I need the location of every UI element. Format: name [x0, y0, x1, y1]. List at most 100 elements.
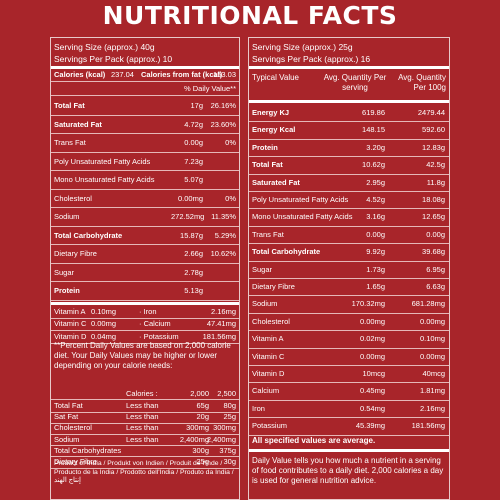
- nutrient-row: Trans Fat 0.00g 0%: [51, 134, 239, 153]
- nutrient-name: Potassium: [252, 421, 288, 431]
- nutrient-name: Trans Fat: [252, 229, 284, 239]
- dv-table-row: Cholesterol Less than 300mg 300mg: [51, 423, 239, 435]
- dv-2500-value: 80g: [223, 401, 236, 410]
- nutrient-name: Sugar: [54, 267, 75, 277]
- nutrient-name: Vitamin A: [252, 334, 284, 344]
- calories-label: Calories (kcal): [54, 70, 106, 79]
- nutrient-row: Energy Kcal 148.15 592.60: [249, 122, 449, 140]
- dv-table-row: Sodium Less than 2,400mg 2,400mg: [51, 435, 239, 447]
- column-header-row: Typical Value Avg. Quantity Per serving …: [249, 70, 449, 98]
- nutrient-name: Total Carbohydrate: [252, 247, 321, 257]
- mineral-name: · Potassium: [139, 331, 179, 341]
- col-typical-value: Typical Value: [252, 73, 299, 82]
- nutrient-row: Vitamin D 10mcg 40mcg: [249, 366, 449, 384]
- dv-2000-value: 300mg: [186, 423, 209, 433]
- per-100g-value: 0.00g: [426, 229, 445, 239]
- serving-size-right: Serving Size (approx.) 25g: [252, 42, 353, 52]
- mineral-amount: 47.41mg: [206, 319, 236, 328]
- nutrient-name: Sodium: [252, 299, 278, 309]
- nutrient-row: Iron 0.54mg 2.16mg: [249, 401, 449, 419]
- nutrient-row: Sodium 272.52mg 11.35%: [51, 208, 239, 227]
- per-100g-value: 6.95g: [426, 264, 445, 274]
- dv-table-row: Dietary Fibre 25g 30g: [51, 457, 239, 469]
- nutrient-name: Sugar: [252, 264, 273, 274]
- per-100g-value: 12.65g: [422, 212, 445, 222]
- dv-qualifier: Less than: [126, 401, 159, 410]
- nutrient-name: Vitamin C: [252, 351, 285, 361]
- per-serving-value: 148.15: [362, 125, 385, 135]
- nutrient-name: Energy KJ: [252, 108, 290, 117]
- dv-table-row: Sat Fat Less than 20g 25g: [51, 412, 239, 424]
- per-serving-value: 619.86: [362, 108, 385, 117]
- per-100g-value: 11.8g: [426, 177, 445, 187]
- nutrient-name: Mono Unsaturated Fatty Acids: [54, 175, 155, 184]
- nutrient-row: Cholesterol 0.00mg 0.00mg: [249, 314, 449, 332]
- nutrient-amount: 5.07g: [184, 175, 203, 184]
- nutrient-name: Cholesterol: [54, 193, 92, 203]
- nutrient-amount: 272.52mg: [171, 212, 205, 221]
- vitamin-amount: 0.10mg: [91, 306, 117, 316]
- nutrient-row: Poly Unsaturated Fatty Acids 7.23g: [51, 153, 239, 171]
- nutrient-dv: 26.16%: [210, 101, 236, 110]
- nutrient-dv: 23.60%: [210, 119, 236, 129]
- per-100g-value: 6.63g: [426, 282, 445, 291]
- servings-per-pack: Servings Per Pack (approx.) 10: [54, 54, 173, 64]
- dv-nutrient: Total Fat: [54, 401, 83, 410]
- nutrient-name: Dietary Fibre: [252, 282, 295, 291]
- nutrient-amount: 2.66g: [184, 249, 203, 258]
- nutrient-dv: 10.62%: [210, 249, 236, 258]
- dv-2500-value: 30g: [223, 457, 236, 466]
- per-serving-value: 0.00g: [366, 229, 385, 239]
- dv-table-row: Total Carbohydrates 300g 375g: [51, 446, 239, 458]
- dv-table-header: Calories : 2,000 2,500: [51, 388, 239, 400]
- dv-2000-value: 20g: [196, 412, 209, 422]
- nutrient-amount: 4.72g: [184, 119, 203, 129]
- per-serving-value: 4.52g: [366, 195, 385, 204]
- nutrient-name: Cholesterol: [252, 316, 290, 326]
- per-100g-value: 2.16mg: [419, 403, 445, 413]
- per-serving-value: 0.00mg: [359, 316, 385, 326]
- per-100g-value: 1.81mg: [419, 386, 445, 396]
- nutrient-dv: 0%: [225, 193, 236, 203]
- dv-col-2000: 2,000: [190, 389, 209, 398]
- nutrient-row: Total Fat 17g 26.16%: [51, 97, 239, 116]
- per-serving-value: 170.32mg: [351, 299, 385, 309]
- nutrient-row: Cholesterol 0.00mg 0%: [51, 190, 239, 208]
- nutrient-row: Mono Unsaturated Fatty Acids 5.07g: [51, 171, 239, 190]
- nutrient-name: Protein: [252, 142, 278, 152]
- nutrient-row: Vitamin C 0.00mg 0.00mg: [249, 349, 449, 366]
- dv-2000-value: 2,400mg: [179, 434, 209, 444]
- nutrient-amount: 2.78g: [184, 267, 203, 277]
- dv-nutrient: Sat Fat: [54, 412, 79, 422]
- per-100g-value: 681.28mg: [411, 299, 445, 309]
- nutrient-amount: 0.00mg: [177, 193, 203, 203]
- right-nutrition-panel: Serving Size (approx.) 25g Servings Per …: [248, 37, 450, 500]
- per-100g-value: 0.00mg: [419, 316, 445, 326]
- nutrient-row: Total Fat 10.62g 42.5g: [249, 157, 449, 175]
- nutrient-amount: 17g: [190, 101, 203, 110]
- nutrient-amount: 5.13g: [184, 286, 203, 295]
- nutrient-row: Vitamin A 0.02mg 0.10mg: [249, 331, 449, 349]
- nutrient-name: Vitamin D: [252, 369, 285, 378]
- dv-header: % Daily Value**: [184, 84, 236, 93]
- nutrient-name: Protein: [54, 286, 80, 295]
- nutrient-name: Poly Unsaturated Fatty Acids: [252, 195, 349, 204]
- per-serving-value: 2.95g: [366, 177, 385, 187]
- per-100g-value: 181.56mg: [411, 421, 445, 431]
- col-per-serving: Avg. Quantity Per serving: [323, 73, 387, 92]
- nutrient-row: Mono Unsaturated Fatty Acids 3.16g 12.65g: [249, 209, 449, 227]
- vitamin-row: Vitamin C 0.00mg · Calcium 47.41mg: [51, 318, 239, 331]
- col-per-100g: Avg. Quantity Per 100g: [398, 73, 446, 92]
- dv-2500-value: 375g: [219, 445, 236, 455]
- nutrient-amount: 0.00g: [184, 138, 203, 147]
- nutrient-row: Saturated Fat 4.72g 23.60%: [51, 116, 239, 134]
- nutrient-row: Sugar 1.73g 6.95g: [249, 262, 449, 279]
- per-100g-value: 0.00mg: [419, 351, 445, 361]
- nutrient-row: Total Carbohydrate 9.92g 39.68g: [249, 244, 449, 262]
- nutrient-amount: 7.23g: [184, 156, 203, 166]
- nutrient-name: Mono Unsaturated Fatty Acids: [252, 212, 353, 222]
- dv-2500-value: 25g: [223, 412, 236, 422]
- per-serving-value: 10mcg: [362, 369, 385, 378]
- nutrient-name: Calcium: [252, 386, 280, 396]
- nutrient-name: Trans Fat: [54, 138, 86, 147]
